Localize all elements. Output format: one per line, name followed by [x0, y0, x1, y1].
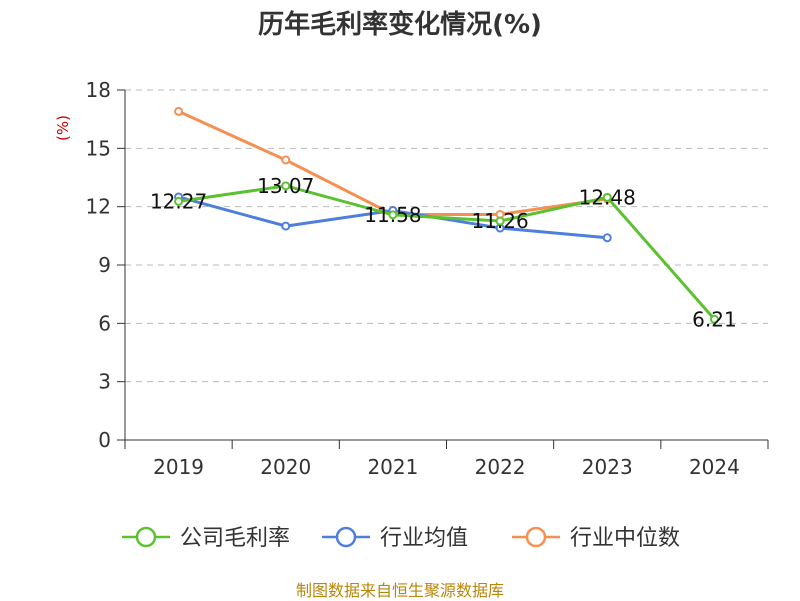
y-tick-label: 6 — [98, 311, 111, 335]
y-axis-label: (%) — [54, 115, 72, 141]
x-tick-label: 2024 — [689, 455, 740, 479]
data-point — [281, 155, 291, 165]
data-point — [388, 210, 398, 220]
x-tick-label: 2021 — [367, 455, 418, 479]
legend-label: 行业中位数 — [570, 526, 680, 551]
data-labels: 12.27 13.07 11.58 11.26 12.48 6.21 — [150, 174, 737, 331]
data-point — [602, 192, 612, 202]
data-point — [174, 196, 184, 206]
y-tick-label: 15 — [86, 136, 111, 160]
data-label: 6.21 — [692, 307, 737, 331]
data-label: 13.07 — [257, 174, 314, 198]
x-tick-label: 2019 — [153, 455, 204, 479]
data-point — [174, 106, 184, 116]
data-label: 12.27 — [150, 189, 207, 213]
data-point — [281, 181, 291, 191]
y-tick-label: 12 — [86, 195, 111, 219]
series-line — [178, 184, 716, 321]
axes: 0 3 6 9 12 15 18 2019 2020 2021 2022 2023 2024 (%) — [54, 78, 769, 479]
grid-lines — [125, 89, 768, 383]
x-tick-label: 2020 — [260, 455, 311, 479]
y-tick-label: 3 — [98, 370, 111, 394]
x-tick-label: 2023 — [582, 455, 633, 479]
x-tick-label: 2022 — [475, 455, 526, 479]
data-label: 11.58 — [364, 203, 421, 227]
legend-marker — [335, 526, 357, 548]
legend-label: 公司毛利率 — [180, 526, 290, 551]
source-note: 制图数据来自恒生聚源数据库 — [295, 581, 504, 600]
data-label: 12.48 — [579, 185, 636, 209]
legend-label: 行业均值 — [380, 526, 468, 551]
data-point — [709, 314, 719, 324]
y-tick-label: 18 — [86, 78, 111, 102]
y-tick-label: 0 — [98, 428, 111, 452]
legend-marker — [135, 526, 157, 548]
data-point — [281, 221, 291, 231]
y-tick-label: 9 — [98, 253, 111, 277]
legend-marker — [525, 526, 547, 548]
data-point — [495, 216, 505, 226]
data-label: 11.26 — [471, 209, 528, 233]
chart-title: 历年毛利率变化情况(%) — [258, 10, 542, 40]
data-point — [602, 233, 612, 243]
legend: 公司毛利率 行业均值 行业中位数 — [122, 526, 680, 551]
series-lines — [174, 106, 719, 324]
series-line — [177, 110, 608, 216]
